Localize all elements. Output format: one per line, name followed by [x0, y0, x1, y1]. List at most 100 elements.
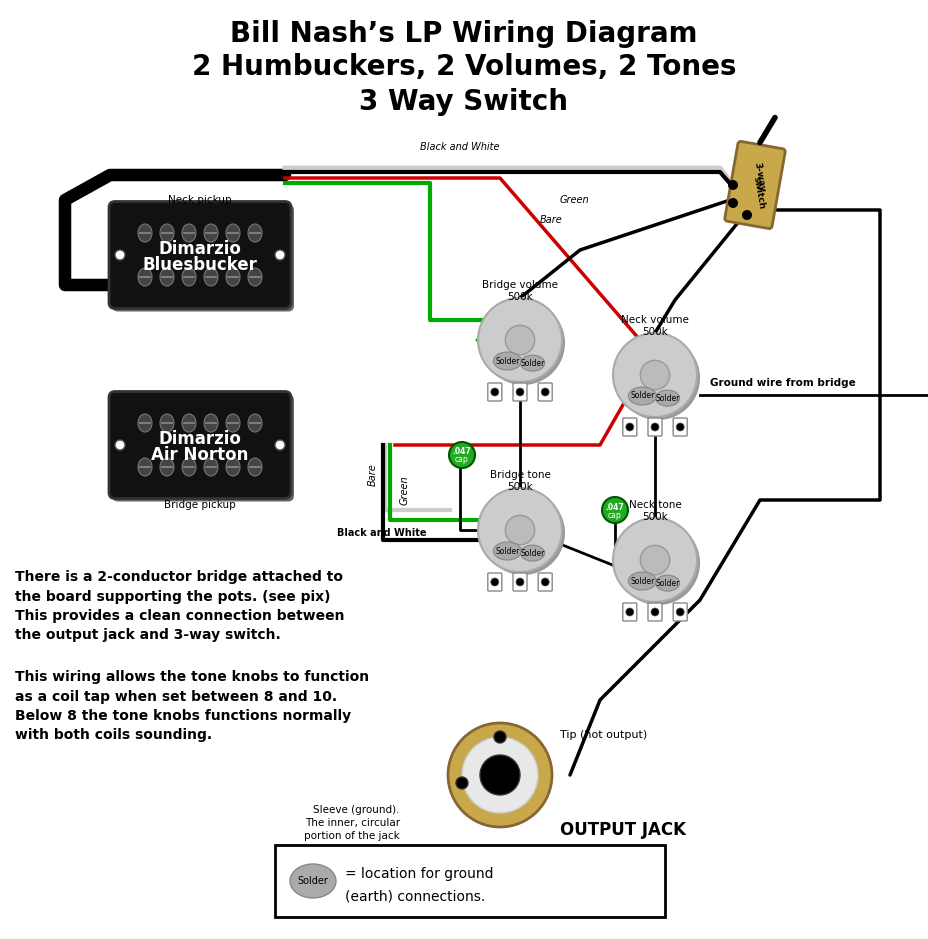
Text: Solder: Solder [297, 876, 329, 886]
Bar [275, 845, 664, 917]
Circle shape [625, 423, 633, 431]
Ellipse shape [520, 355, 544, 371]
Circle shape [115, 250, 125, 260]
FancyBboxPatch shape [622, 603, 636, 621]
Circle shape [615, 336, 699, 420]
Circle shape [601, 497, 627, 523]
Ellipse shape [138, 414, 152, 432]
FancyBboxPatch shape [487, 573, 501, 591]
Circle shape [728, 198, 737, 208]
FancyBboxPatch shape [109, 202, 290, 309]
FancyBboxPatch shape [622, 418, 636, 436]
Circle shape [515, 578, 523, 586]
FancyBboxPatch shape [271, 235, 289, 275]
Text: Bridge volume: Bridge volume [482, 280, 558, 290]
Circle shape [615, 521, 699, 605]
Circle shape [741, 210, 751, 220]
Text: Black and White: Black and White [419, 142, 499, 152]
Text: Bare: Bare [539, 215, 562, 225]
FancyBboxPatch shape [112, 394, 293, 501]
FancyBboxPatch shape [673, 603, 687, 621]
Text: 3 Way Switch: 3 Way Switch [359, 88, 568, 116]
Circle shape [447, 723, 551, 827]
Circle shape [490, 388, 498, 396]
Text: Dimarzio: Dimarzio [159, 240, 241, 258]
Text: Solder: Solder [495, 546, 519, 556]
Ellipse shape [138, 268, 152, 286]
Ellipse shape [520, 546, 544, 562]
Text: Black and White: Black and White [337, 528, 426, 538]
Circle shape [115, 440, 125, 450]
Text: OUTPUT JACK: OUTPUT JACK [560, 821, 685, 839]
Circle shape [505, 325, 535, 355]
Ellipse shape [248, 458, 262, 476]
Text: .047: .047 [452, 448, 470, 456]
Text: 500k: 500k [507, 292, 533, 302]
Ellipse shape [204, 224, 218, 242]
Ellipse shape [204, 268, 218, 286]
Text: Bridge pickup: Bridge pickup [164, 500, 236, 510]
Text: 3-way: 3-way [751, 162, 766, 192]
Text: There is a 2-conductor bridge attached to
the board supporting the pots. (see pi: There is a 2-conductor bridge attached t… [15, 570, 344, 642]
Text: Bare: Bare [367, 464, 378, 486]
Text: This wiring allows the tone knobs to function
as a coil tap when set between 8 a: This wiring allows the tone knobs to fun… [15, 670, 368, 743]
Circle shape [448, 442, 474, 468]
Circle shape [275, 250, 285, 260]
Ellipse shape [182, 414, 196, 432]
Circle shape [639, 546, 669, 575]
Circle shape [676, 423, 683, 431]
Text: Neck tone: Neck tone [628, 500, 680, 510]
Ellipse shape [248, 414, 262, 432]
Ellipse shape [226, 458, 239, 476]
Circle shape [639, 361, 669, 390]
Ellipse shape [182, 458, 196, 476]
Circle shape [490, 578, 498, 586]
Text: Neck pickup: Neck pickup [168, 195, 232, 205]
FancyBboxPatch shape [271, 425, 289, 465]
Text: Solder: Solder [629, 577, 654, 586]
FancyBboxPatch shape [724, 142, 784, 228]
Circle shape [612, 333, 696, 417]
Ellipse shape [226, 414, 239, 432]
Ellipse shape [138, 224, 152, 242]
FancyBboxPatch shape [112, 205, 293, 312]
FancyBboxPatch shape [537, 383, 551, 401]
Circle shape [275, 440, 285, 450]
Text: Neck volume: Neck volume [621, 315, 689, 325]
Ellipse shape [226, 224, 239, 242]
Circle shape [651, 423, 658, 431]
Ellipse shape [655, 390, 679, 406]
Text: Ground wire from bridge: Ground wire from bridge [709, 378, 855, 388]
Text: Solder: Solder [495, 357, 519, 365]
Circle shape [541, 388, 548, 396]
Text: Solder: Solder [520, 359, 544, 367]
Text: Bluesbucker: Bluesbucker [142, 256, 257, 274]
Text: (earth) connections.: (earth) connections. [344, 889, 484, 903]
Circle shape [541, 578, 548, 586]
Ellipse shape [182, 268, 196, 286]
Ellipse shape [160, 224, 174, 242]
Circle shape [612, 518, 696, 602]
Text: cap: cap [455, 455, 469, 465]
Circle shape [625, 608, 633, 616]
Ellipse shape [493, 352, 521, 370]
Text: = location for ground: = location for ground [344, 867, 493, 881]
Text: Tip (hot output): Tip (hot output) [560, 730, 647, 740]
Circle shape [478, 488, 561, 572]
FancyBboxPatch shape [512, 573, 526, 591]
Text: Dimarzio: Dimarzio [159, 430, 241, 448]
Ellipse shape [204, 414, 218, 432]
FancyBboxPatch shape [512, 383, 526, 401]
Text: 500k: 500k [641, 327, 667, 337]
Circle shape [461, 737, 537, 813]
Circle shape [505, 516, 535, 545]
Circle shape [494, 731, 506, 743]
Text: Green: Green [560, 195, 589, 205]
Ellipse shape [248, 224, 262, 242]
Ellipse shape [493, 542, 521, 560]
Text: Solder: Solder [655, 578, 679, 588]
Text: Sleeve (ground).
The inner, circular
portion of the jack: Sleeve (ground). The inner, circular por… [304, 805, 400, 841]
Ellipse shape [248, 268, 262, 286]
Text: cap: cap [608, 511, 621, 519]
Circle shape [676, 608, 683, 616]
